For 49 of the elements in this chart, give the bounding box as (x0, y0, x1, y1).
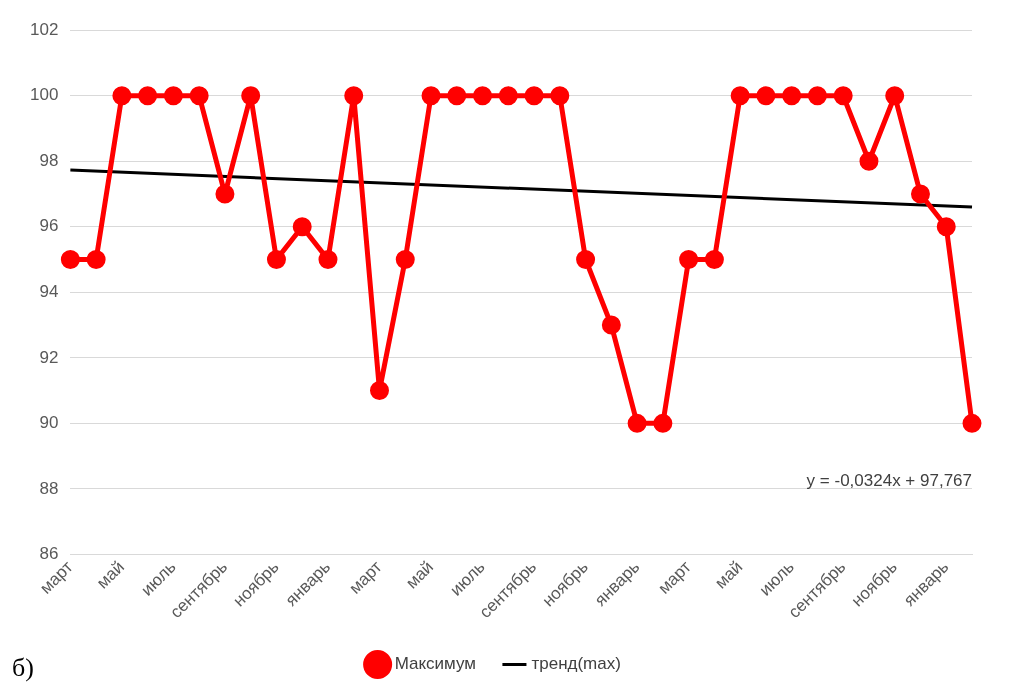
point (473, 86, 493, 106)
y-tick-label: 100 (29, 85, 59, 105)
point (782, 86, 802, 106)
y-tick-label: 88 (39, 478, 59, 498)
point (756, 86, 776, 106)
point (859, 151, 879, 171)
point (447, 86, 467, 106)
point (910, 184, 930, 204)
point (885, 86, 905, 106)
point (241, 86, 261, 106)
point (112, 86, 132, 106)
point (576, 250, 596, 270)
point (524, 86, 544, 106)
point (936, 217, 956, 237)
point (163, 86, 183, 106)
annotation: y = -0,0324x + 97,767 (806, 470, 972, 490)
text: б) (12, 653, 34, 683)
point (704, 250, 724, 270)
point (292, 217, 312, 237)
legend-label: тренд(max) (531, 654, 621, 674)
y-tick-label: 98 (39, 150, 59, 170)
point (370, 381, 389, 401)
point (833, 86, 853, 106)
y-tick-label: 86 (39, 544, 59, 564)
point (395, 250, 415, 270)
point (498, 86, 518, 106)
point (653, 413, 673, 433)
y-tick-label: 94 (39, 281, 59, 301)
point (807, 86, 827, 106)
point (421, 86, 441, 106)
point (962, 413, 982, 433)
point (679, 250, 699, 270)
point (86, 250, 106, 270)
point (60, 250, 80, 270)
y-tick-label: 102 (29, 19, 59, 39)
legend-label: Максимум (394, 654, 476, 674)
point (318, 250, 338, 270)
point (215, 184, 235, 204)
point (550, 86, 570, 106)
point (189, 86, 209, 106)
point (266, 250, 286, 270)
point (601, 315, 621, 335)
y-tick-label: 90 (39, 413, 59, 433)
point (344, 86, 364, 106)
point (730, 86, 750, 106)
point (627, 413, 647, 433)
y-tick-label: 92 (39, 347, 59, 367)
y-tick-label: 96 (39, 216, 59, 236)
point (138, 86, 158, 106)
